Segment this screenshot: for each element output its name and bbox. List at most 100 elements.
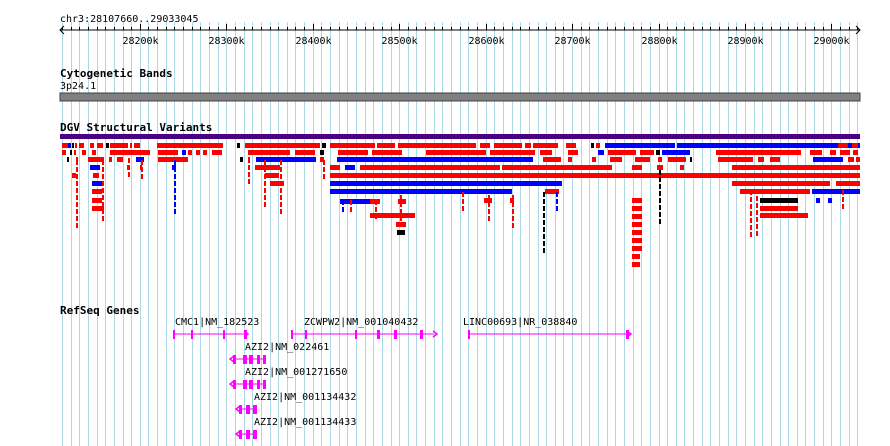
dgv-variant-bar[interactable] <box>92 198 102 203</box>
dgv-variant-bar[interactable] <box>750 225 752 230</box>
dgv-variant-bar[interactable] <box>632 198 642 203</box>
gene-exon[interactable] <box>468 330 470 339</box>
dgv-variant-bar[interactable] <box>556 192 558 197</box>
dgv-variant-bar[interactable] <box>102 167 104 172</box>
dgv-variant-bar[interactable] <box>657 165 663 170</box>
dgv-variant-bar[interactable] <box>462 192 464 197</box>
dgv-variant-bar[interactable] <box>345 165 355 170</box>
dgv-variant-bar[interactable] <box>750 211 752 216</box>
dgv-variant-bar[interactable] <box>512 195 514 200</box>
dgv-variant-bar[interactable] <box>566 143 576 148</box>
dgv-variant-bar[interactable] <box>370 213 415 218</box>
dgv-variant-bar[interactable] <box>525 143 531 148</box>
dgv-variant-bar[interactable] <box>490 150 535 155</box>
dgv-variant-bar[interactable] <box>350 200 352 205</box>
gene-exon[interactable] <box>243 380 247 389</box>
dgv-variant-bar[interactable] <box>480 143 490 148</box>
dgv-variant-bar[interactable] <box>76 167 78 172</box>
dgv-variant-bar[interactable] <box>848 157 854 162</box>
dgv-variant-bar[interactable] <box>280 160 282 165</box>
dgv-variant-bar[interactable] <box>76 188 78 193</box>
dgv-variant-bar[interactable] <box>280 195 282 200</box>
dgv-variant-bar[interactable] <box>102 174 104 179</box>
dgv-variant-bar[interactable] <box>76 223 78 228</box>
dgv-variant-bar[interactable] <box>72 173 76 178</box>
dgv-variant-bar[interactable] <box>372 150 402 155</box>
gene-label-zcwpw2[interactable]: ZCWPW2|NM_001040432 <box>304 317 419 328</box>
dgv-variant-bar[interactable] <box>248 179 250 184</box>
dgv-variant-bar[interactable] <box>591 143 594 148</box>
dgv-variant-bar[interactable] <box>656 150 660 155</box>
dgv-variant-bar[interactable] <box>760 206 798 211</box>
dgv-variant-bar[interactable] <box>400 209 402 214</box>
dgv-variant-bar[interactable] <box>323 167 325 172</box>
dgv-variant-bar[interactable] <box>264 202 266 207</box>
dgv-variant-bar[interactable] <box>330 189 512 194</box>
dgv-variant-bar[interactable] <box>598 150 604 155</box>
dgv-variant-bar[interactable] <box>323 160 325 165</box>
dgv-variant-bar[interactable] <box>102 195 104 200</box>
dgv-variant-bar[interactable] <box>750 197 752 202</box>
dgv-variant-bar[interactable] <box>330 181 562 186</box>
dgv-variant-bar[interactable] <box>174 181 176 186</box>
dgv-variant-bar[interactable] <box>75 143 77 148</box>
gene-exon[interactable] <box>246 430 250 439</box>
dgv-variant-bar[interactable] <box>295 150 315 155</box>
dgv-variant-bar[interactable] <box>90 143 94 148</box>
dgv-variant-bar[interactable] <box>400 195 402 200</box>
dgv-variant-bar[interactable] <box>543 157 561 162</box>
dgv-variant-bar[interactable] <box>106 143 109 148</box>
dgv-variant-bar[interactable] <box>92 189 102 194</box>
dgv-summary-bar[interactable] <box>60 134 860 139</box>
dgv-variant-bar[interactable] <box>632 238 642 243</box>
gene-label-cmc1[interactable]: CMC1|NM_182523 <box>175 317 260 328</box>
dgv-variant-bar[interactable] <box>512 209 514 214</box>
dgv-variant-bar[interactable] <box>62 143 68 148</box>
dgv-variant-bar[interactable] <box>828 198 832 203</box>
dgv-variant-bar[interactable] <box>97 143 103 148</box>
dgv-variant-bar[interactable] <box>543 206 545 211</box>
dgv-variant-bar[interactable] <box>659 177 661 182</box>
dgv-variant-bar[interactable] <box>401 230 405 235</box>
dgv-variant-bar[interactable] <box>632 165 642 170</box>
dgv-variant-bar[interactable] <box>426 150 486 155</box>
dgv-variant-bar[interactable] <box>158 157 188 162</box>
dgv-variant-bar[interactable] <box>718 157 753 162</box>
dgv-variant-bar[interactable] <box>543 199 545 204</box>
dgv-variant-bar[interactable] <box>76 160 78 165</box>
gene-exon[interactable] <box>239 430 242 439</box>
dgv-variant-bar[interactable] <box>813 157 843 162</box>
gene-label-azi2-nm001134432[interactable]: AZI2|NM_001134432 <box>254 392 357 403</box>
dgv-variant-bar[interactable] <box>102 202 104 207</box>
gene-exon[interactable] <box>233 355 236 364</box>
dgv-variant-bar[interactable] <box>110 150 150 155</box>
dgv-variant-bar[interactable] <box>264 160 266 165</box>
dgv-variant-track[interactable] <box>60 134 860 267</box>
gene-exon[interactable] <box>257 355 260 364</box>
dgv-variant-bar[interactable] <box>543 227 545 232</box>
dgv-variant-bar[interactable] <box>540 150 552 155</box>
gene-exon[interactable] <box>420 330 423 339</box>
dgv-variant-bar[interactable] <box>830 150 836 155</box>
dgv-variant-bar[interactable] <box>716 150 801 155</box>
dgv-variant-bar[interactable] <box>255 165 280 170</box>
gene-exon[interactable] <box>377 330 380 339</box>
dgv-variant-bar[interactable] <box>82 150 86 155</box>
dgv-variant-bar[interactable] <box>141 160 143 165</box>
dgv-variant-bar[interactable] <box>270 181 284 186</box>
dgv-variant-bar[interactable] <box>67 157 69 162</box>
dgv-variant-bar[interactable] <box>816 198 820 203</box>
gene-exon[interactable] <box>243 355 247 364</box>
dgv-variant-bar[interactable] <box>732 181 830 186</box>
dgv-variant-bar[interactable] <box>375 200 377 205</box>
dgv-variant-bar[interactable] <box>592 157 596 162</box>
dgv-variant-bar[interactable] <box>659 191 661 196</box>
dgv-variant-bar[interactable] <box>610 157 622 162</box>
dgv-variant-bar[interactable] <box>76 202 78 207</box>
dgv-variant-bar[interactable] <box>659 170 661 175</box>
dgv-variant-bar[interactable] <box>62 150 66 155</box>
dgv-variant-bar[interactable] <box>102 160 104 165</box>
dgv-variant-bar[interactable] <box>342 207 344 212</box>
dgv-variant-bar[interactable] <box>280 202 282 207</box>
dgv-variant-bar[interactable] <box>280 174 282 179</box>
